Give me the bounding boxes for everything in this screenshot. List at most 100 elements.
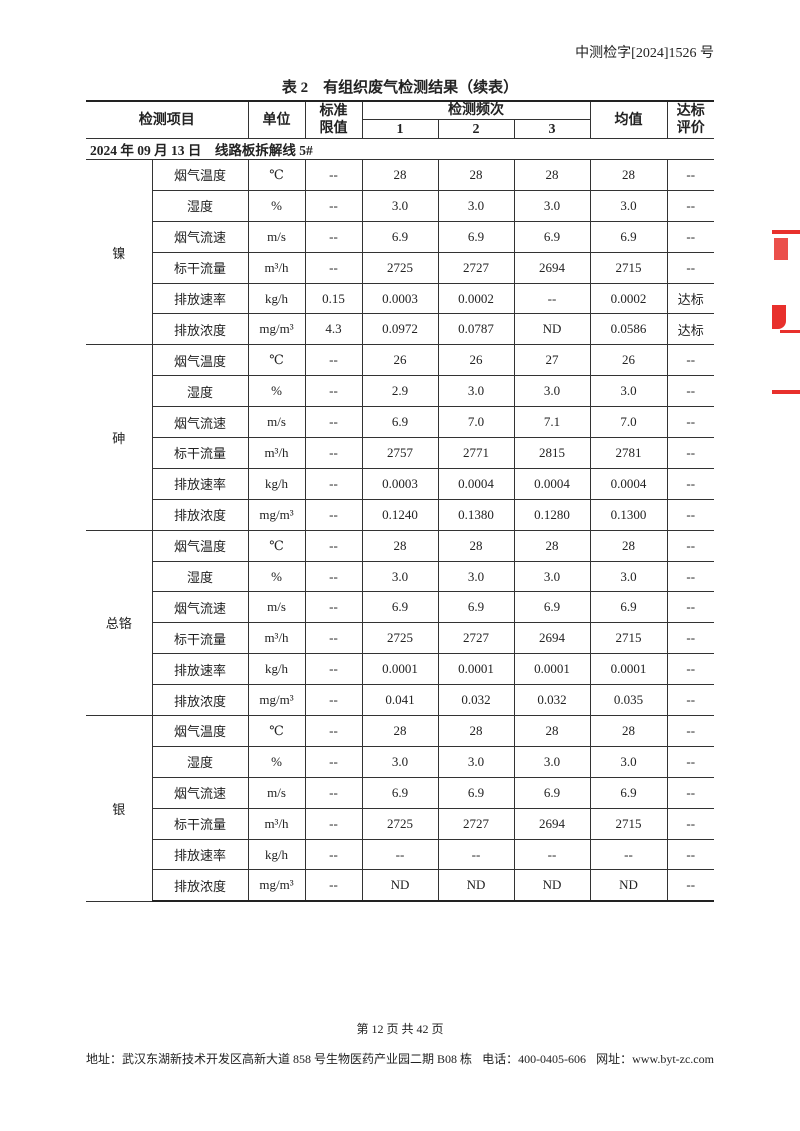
table-row: 排放浓度 mg/m³ -- 0.1240 0.1380 0.1280 0.1300 -- <box>86 498 714 531</box>
mean-cell: 0.0004 <box>589 467 668 500</box>
evaluation-cell: -- <box>666 529 714 562</box>
evaluation-cell: -- <box>666 159 714 191</box>
parameter-cell: 排放速率 <box>151 467 249 500</box>
table-title: 表 2 有组织废气检测结果（续表） <box>281 80 519 96</box>
evaluation-cell: -- <box>666 869 714 903</box>
evaluation-cell: -- <box>666 591 714 624</box>
unit-cell: mg/m³ <box>247 313 306 346</box>
run-1-cell: 2725 <box>361 251 439 284</box>
evaluation-cell: -- <box>666 560 714 593</box>
run-2-cell: 3.0 <box>437 560 515 593</box>
table-row: 排放速率 kg/h -- 0.0001 0.0001 0.0001 0.0001 -- <box>86 653 714 686</box>
run-1-cell: 28 <box>361 159 439 191</box>
run-2-cell: 7.0 <box>437 406 515 439</box>
mean-cell: 28 <box>589 529 668 562</box>
table-row: 烟气流速 m/s -- 6.9 6.9 6.9 6.9 -- <box>86 591 714 624</box>
run-1-cell: -- <box>361 838 439 871</box>
evaluation-cell: -- <box>666 189 714 222</box>
mean-cell: 6.9 <box>589 776 668 809</box>
table-row: 标干流量 m³/h -- 2725 2727 2694 2715 -- <box>86 251 714 284</box>
unit-cell: m/s <box>247 406 306 439</box>
run-1-cell: 3.0 <box>361 189 439 222</box>
mean-cell: 28 <box>589 715 668 747</box>
date-line-row: 2024 年 09 月 13 日 线路板拆解线 5# <box>86 138 714 160</box>
unit-cell: % <box>247 745 306 778</box>
run-2-cell: 0.0001 <box>437 653 515 686</box>
pollutant-name: 总铬 <box>86 529 153 717</box>
parameter-cell: 标干流量 <box>151 622 249 655</box>
footer-phone: 电话：400-0405-606 <box>482 1052 587 1066</box>
limit-cell: -- <box>304 715 363 747</box>
limit-cell: -- <box>304 437 363 469</box>
unit-cell: m³/h <box>247 622 306 655</box>
run-3-cell: 2694 <box>513 622 591 655</box>
evaluation-cell: -- <box>666 622 714 655</box>
table-row: 镍烟气温度 ℃ -- 28 28 28 28 -- <box>86 158 714 346</box>
footer-contact: 地址：武汉东湖新技术开发区高新大道 858 号生物医药产业园二期 B08 栋 电… <box>86 1050 714 1067</box>
mean-cell: 3.0 <box>589 560 668 593</box>
mean-cell: 3.0 <box>589 375 668 408</box>
evaluation-cell: -- <box>666 684 714 717</box>
mean-cell: 0.035 <box>589 684 668 717</box>
run-1-cell: 0.0003 <box>361 467 439 500</box>
run-1-cell: 2725 <box>361 622 439 655</box>
parameter-cell: 烟气流速 <box>151 406 249 439</box>
mean-cell: 26 <box>589 344 668 377</box>
limit-cell: -- <box>304 745 363 778</box>
header-frequency: 检测频次 <box>361 100 591 120</box>
run-3-cell: 3.0 <box>513 375 591 408</box>
unit-cell: kg/h <box>247 467 306 500</box>
parameter-cell: 排放浓度 <box>151 684 249 717</box>
run-3-cell: 2694 <box>513 251 591 284</box>
table-row: 排放速率 kg/h -- -- -- -- -- -- <box>86 838 714 871</box>
parameter-cell: 烟气流速 <box>151 591 249 624</box>
limit-cell: -- <box>304 807 363 840</box>
run-2-cell: 28 <box>437 529 515 562</box>
run-1-cell: 6.9 <box>361 220 439 253</box>
unit-cell: m³/h <box>247 251 306 284</box>
run-1-cell: 6.9 <box>361 776 439 809</box>
run-2-cell: 28 <box>437 715 515 747</box>
limit-cell: -- <box>304 776 363 809</box>
header-run-1: 1 <box>361 119 439 139</box>
table-row: 标干流量 m³/h -- 2757 2771 2815 2781 -- <box>86 437 714 469</box>
table-row: 烟气流速 m/s -- 6.9 7.0 7.1 7.0 -- <box>86 406 714 439</box>
evaluation-cell: -- <box>666 375 714 408</box>
results-table: 检测项目 单位 标准 限值 检测频次 均值 达标 评价 1 2 3 2024 年… <box>86 100 714 903</box>
evaluation-cell: 达标 <box>666 313 714 346</box>
parameter-cell: 湿度 <box>151 189 249 222</box>
run-2-cell: 2727 <box>437 622 515 655</box>
run-2-cell: 0.0002 <box>437 282 515 315</box>
table-row: 烟气流速 m/s -- 6.9 6.9 6.9 6.9 -- <box>86 220 714 253</box>
evaluation-cell: -- <box>666 467 714 500</box>
run-3-cell: 2694 <box>513 807 591 840</box>
limit-cell: -- <box>304 529 363 562</box>
run-3-cell: 28 <box>513 159 591 191</box>
run-1-cell: 6.9 <box>361 406 439 439</box>
unit-cell: % <box>247 189 306 222</box>
table-row: 排放浓度 mg/m³ -- 0.041 0.032 0.032 0.035 -- <box>86 684 714 717</box>
run-2-cell: 3.0 <box>437 189 515 222</box>
header-mean: 均值 <box>589 100 668 139</box>
pollutant-name: 银 <box>86 715 153 902</box>
run-1-cell: 3.0 <box>361 745 439 778</box>
run-3-cell: 3.0 <box>513 745 591 778</box>
run-1-cell: 0.0003 <box>361 282 439 315</box>
evaluation-cell: 达标 <box>666 282 714 315</box>
run-3-cell: 2815 <box>513 437 591 469</box>
run-1-cell: 2757 <box>361 437 439 469</box>
run-3-cell: 7.1 <box>513 406 591 439</box>
run-3-cell: 28 <box>513 529 591 562</box>
parameter-cell: 排放浓度 <box>151 869 249 903</box>
run-3-cell: 28 <box>513 715 591 747</box>
run-2-cell: 2771 <box>437 437 515 469</box>
limit-cell: -- <box>304 159 363 191</box>
evaluation-cell: -- <box>666 220 714 253</box>
run-2-cell: 0.0004 <box>437 467 515 500</box>
run-1-cell: 2725 <box>361 807 439 840</box>
table-row: 标干流量 m³/h -- 2725 2727 2694 2715 -- <box>86 807 714 840</box>
unit-cell: kg/h <box>247 282 306 315</box>
mean-cell: 3.0 <box>589 745 668 778</box>
limit-cell: -- <box>304 838 363 871</box>
run-3-cell: 27 <box>513 344 591 377</box>
